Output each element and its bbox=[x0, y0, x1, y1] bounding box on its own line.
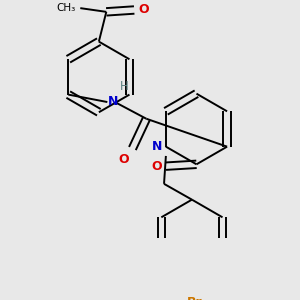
Text: Br: Br bbox=[187, 296, 203, 300]
Text: O: O bbox=[118, 153, 129, 166]
Text: CH₃: CH₃ bbox=[56, 3, 76, 13]
Text: O: O bbox=[138, 4, 148, 16]
Text: H: H bbox=[120, 80, 129, 93]
Text: N: N bbox=[152, 140, 162, 153]
Text: N: N bbox=[108, 94, 118, 108]
Text: O: O bbox=[152, 160, 162, 173]
